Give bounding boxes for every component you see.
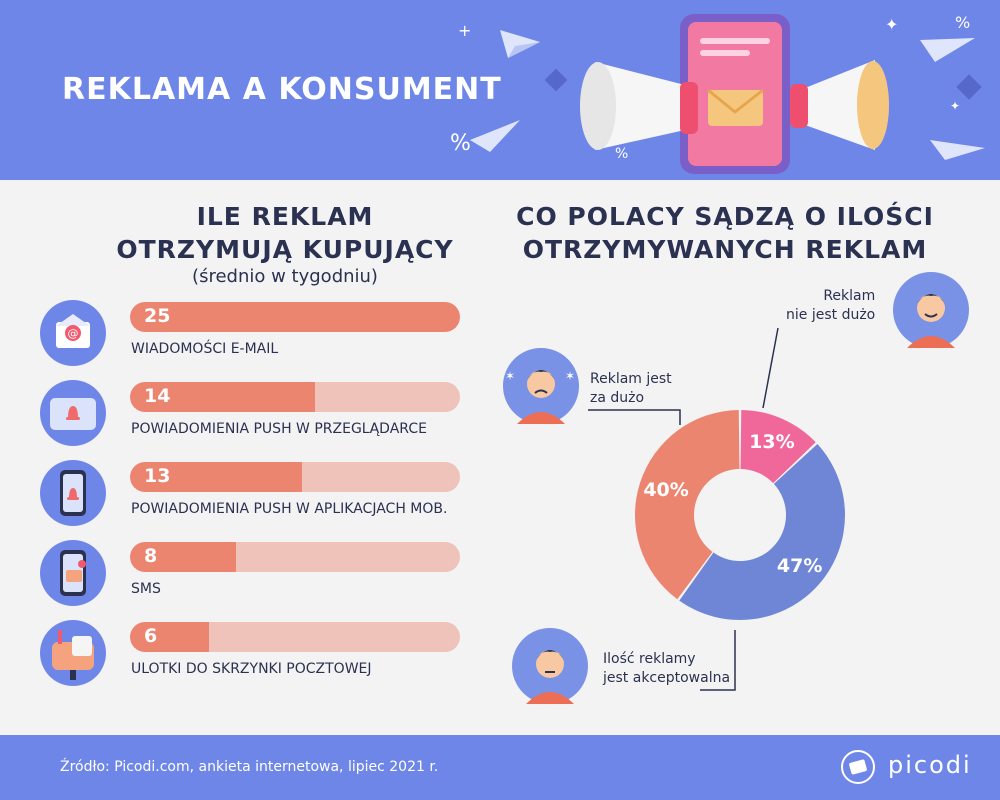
bar-track: 6 [130, 622, 460, 652]
bar-chart-title-line1: ILE REKLAM [196, 202, 374, 231]
footer: Źródło: Picodi.com, ankieta internetowa,… [0, 735, 1000, 800]
envelope-icon [707, 88, 764, 126]
donut-slice [635, 410, 740, 600]
mailbox-icon [40, 620, 106, 686]
comment-not-much-line1: Reklam [823, 288, 876, 304]
browser-bell-icon [40, 380, 106, 446]
svg-text:%: % [955, 13, 970, 32]
comment-not-much: Reklam nie jest dużo [786, 287, 875, 325]
megaphone-illustration: % % % + ✦ ✦ [450, 13, 985, 174]
source-note: Źródło: Picodi.com, ankieta internetowa,… [60, 759, 439, 775]
bar-row: 14 POWIADOMIENIA PUSH W PRZEGLĄDARCE [0, 380, 500, 460]
bar-row: 8 SMS [0, 540, 500, 620]
bar-track: 13 [130, 462, 460, 492]
donut-chart [635, 410, 845, 621]
svg-text:✶: ✶ [505, 369, 515, 383]
bar-row: 13 POWIADOMIENIA PUSH W APLIKACJACH MOB. [0, 460, 500, 540]
bar-track: 25 [130, 302, 460, 332]
donut-value-label: 40% [643, 478, 689, 501]
bar-value-label: 8 [144, 545, 158, 567]
bar-track: 8 [130, 542, 460, 572]
avatar-happy [893, 272, 969, 348]
bar-category-label: SMS [131, 581, 161, 597]
svg-text:%: % [615, 146, 628, 162]
svg-text:+: + [458, 21, 471, 40]
svg-text:@: @ [68, 327, 79, 340]
bar-value-label: 6 [144, 625, 158, 647]
megaphone-left-icon [580, 62, 698, 150]
picodi-logo-icon [841, 750, 875, 784]
bar-track: 14 [130, 382, 460, 412]
connector-not-much [762, 327, 779, 409]
picodi-logo-text: picodi [888, 751, 972, 779]
donut-chart-title: CO POLACY SĄDZĄ O ILOŚCI OTRZYMYWANYCH R… [510, 200, 940, 266]
comment-acceptable-line1: Ilość reklamy [603, 651, 696, 667]
svg-text:%: % [450, 131, 471, 156]
bar-chart-title: ILE REKLAM OTRZYMUJĄ KUPUJĄCY [60, 200, 510, 266]
bar-category-label: POWIADOMIENIA PUSH W APLIKACJACH MOB. [131, 501, 448, 517]
bar-fill [130, 302, 460, 332]
bar-value-label: 14 [144, 385, 171, 407]
svg-text:✦: ✦ [885, 15, 898, 34]
megaphone-right-icon [790, 60, 889, 150]
comment-not-much-line2: nie jest dużo [786, 307, 876, 323]
comment-too-much-line2: za dużo [590, 390, 645, 406]
bar-category-label: WIADOMOŚCI E-MAIL [131, 341, 279, 357]
page-title: REKLAMA A KONSUMENT [62, 72, 502, 107]
bar-fill [130, 462, 302, 492]
paper-plane-icon [500, 30, 540, 58]
donut-slice [740, 410, 816, 484]
bar-chart-subtitle: (średnio w tygodniu) [192, 266, 378, 287]
bar-fill [130, 542, 236, 572]
avatar-angry: ✶ ✶ [503, 348, 579, 424]
bar-value-label: 13 [144, 465, 171, 487]
connector-too-much [588, 409, 681, 425]
paper-plane-icon [930, 140, 985, 160]
paper-plane-icon [920, 38, 975, 62]
bar-fill [130, 382, 315, 412]
svg-text:✦: ✦ [950, 99, 960, 113]
donut-chart-title-line2: OTRZYMYWANYCH REKLAM [522, 235, 928, 264]
donut-slice [679, 444, 845, 621]
bar-fill [130, 622, 210, 652]
phone-message-icon [40, 540, 106, 606]
avatar-neutral [512, 628, 588, 704]
comment-too-much: Reklam jest za dużo [590, 370, 672, 408]
comment-too-much-line1: Reklam jest [590, 371, 672, 387]
bar-value-label: 25 [144, 305, 171, 327]
bar-chart-title-line2: OTRZYMUJĄ KUPUJĄCY [116, 235, 454, 264]
donut-chart-title-line1: CO POLACY SĄDZĄ O ILOŚCI [516, 202, 934, 231]
bar-row: @25 WIADOMOŚCI E-MAIL [0, 300, 500, 380]
comment-acceptable: Ilość reklamy jest akceptowalna [603, 650, 730, 688]
donut-value-label: 47% [776, 554, 823, 577]
header-banner: REKLAMA A KONSUMENT [0, 0, 1000, 180]
connector-acceptable [700, 630, 736, 691]
comment-acceptable-line2: jest akceptowalna [603, 670, 731, 686]
bar-row: 6 ULOTKI DO SKRZYNKI POCZTOWEJ [0, 620, 500, 700]
bar-category-label: ULOTKI DO SKRZYNKI POCZTOWEJ [131, 661, 372, 677]
bar-category-label: POWIADOMIENIA PUSH W PRZEGLĄDARCE [131, 421, 427, 437]
donut-value-label: 13% [749, 430, 795, 453]
email-envelope-icon: @ [40, 300, 106, 366]
paper-plane-icon [470, 120, 520, 152]
phone-bell-icon [40, 460, 106, 526]
svg-text:✶: ✶ [565, 369, 575, 383]
